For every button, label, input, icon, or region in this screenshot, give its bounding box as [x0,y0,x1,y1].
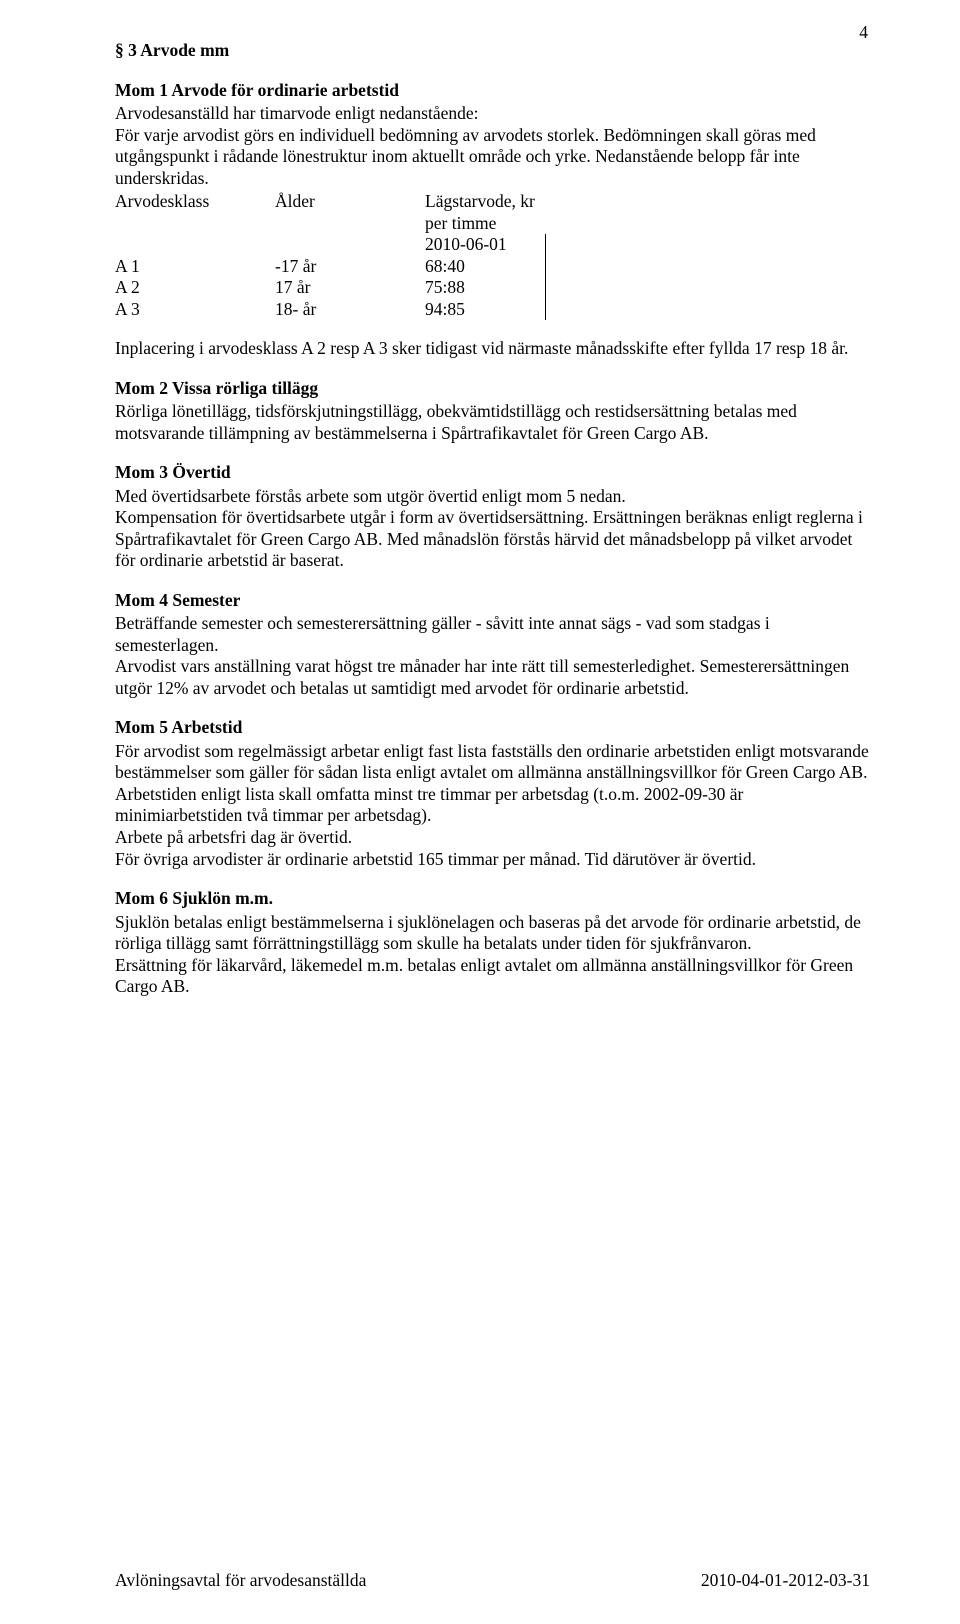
mom6-heading: Mom 6 Sjuklön m.m. [115,888,870,910]
table-row: A 1 [115,256,275,278]
mom5-p3: Arbete på arbetsfri dag är övertid. [115,827,870,849]
table-row: 75:88 [425,277,545,299]
mom4-p2: Arvodist vars anställning varat högst tr… [115,656,870,699]
mom3-p1: Med övertidsarbete förstås arbete som ut… [115,486,870,508]
mom2-heading: Mom 2 Vissa rörliga tillägg [115,378,870,400]
mom5-p4: För övriga arvodister är ordinarie arbet… [115,849,870,871]
mom1-p2: För varje arvodist görs en individuell b… [115,125,870,190]
table-row: 68:40 [425,256,545,278]
table-head-c3b: 2010-06-01 [425,234,545,256]
page-number: 4 [859,22,868,44]
table-row: -17 år [275,256,425,278]
footer-left: Avlöningsavtal för arvodesanställda [115,1570,366,1592]
table-row: A 2 [115,277,275,299]
table-row: A 3 [115,299,275,321]
page-footer: Avlöningsavtal för arvodesanställda 2010… [115,1570,870,1592]
mom5-p1: För arvodist som regelmässigt arbetar en… [115,741,870,784]
table-head-c1: Arvodesklass [115,191,275,234]
mom2-p1: Rörliga lönetillägg, tidsförskjutningsti… [115,401,870,444]
mom4-heading: Mom 4 Semester [115,590,870,612]
mom1-p1: Arvodesanställd har timarvode enligt ned… [115,103,870,125]
mom3-heading: Mom 3 Övertid [115,462,870,484]
mom4-p1: Beträffande semester och semesterersättn… [115,613,870,656]
table-row: 17 år [275,277,425,299]
table-head-c2: Ålder [275,191,425,234]
section-title: § 3 Arvode mm [115,40,870,62]
mom5-p2: Arbetstiden enligt lista skall omfatta m… [115,784,870,827]
table-row: 94:85 [425,299,545,321]
mom5-heading: Mom 5 Arbetstid [115,717,870,739]
footer-right: 2010-04-01-2012-03-31 [701,1570,870,1592]
mom6-p2: Ersättning för läkarvård, läkemedel m.m.… [115,955,870,998]
table-head-c3a: Lägstarvode, kr per timme [425,191,545,234]
mom1-heading: Mom 1 Arvode för ordinarie arbetstid [115,80,870,102]
arvode-table: Arvodesklass Ålder Lägstarvode, kr per t… [115,191,546,320]
mom3-p2: Kompensation för övertidsarbete utgår i … [115,507,870,572]
mom6-p1: Sjuklön betalas enligt bestämmelserna i … [115,912,870,955]
mom1-p3: Inplacering i arvodesklass A 2 resp A 3 … [115,338,870,360]
table-row: 18- år [275,299,425,321]
